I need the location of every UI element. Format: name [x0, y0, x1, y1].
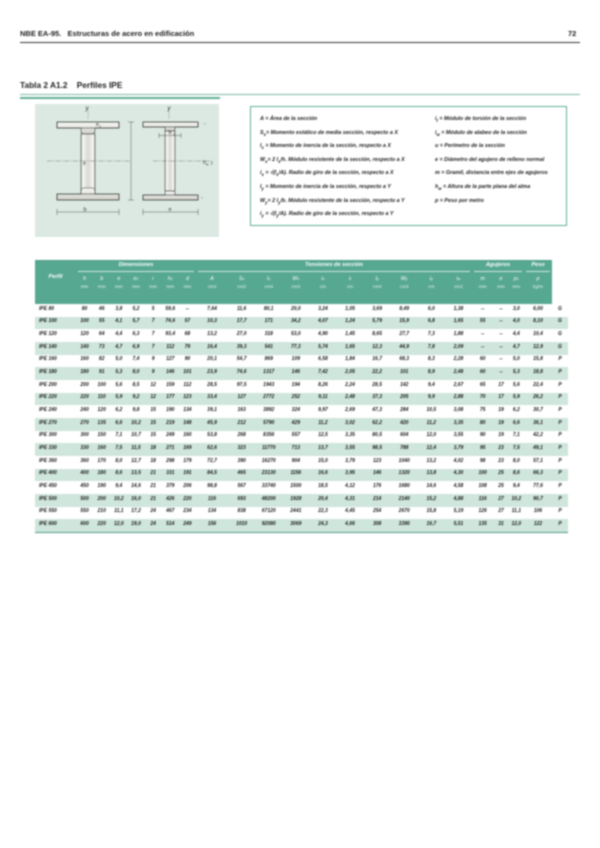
svg-text:e: e — [168, 207, 171, 213]
svg-text:e: e — [83, 161, 86, 167]
svg-text:r: r — [211, 161, 213, 167]
svg-text:1: 1 — [173, 132, 175, 136]
svg-text:y: y — [167, 106, 172, 112]
svg-text:1: 1 — [99, 124, 101, 128]
svg-text:-: - — [204, 121, 206, 127]
svg-text:w: w — [206, 162, 209, 166]
svg-text:y: y — [85, 106, 90, 112]
svg-text:-: - — [201, 195, 203, 201]
svg-text:b: b — [83, 207, 86, 213]
svg-text:h: h — [169, 130, 172, 136]
